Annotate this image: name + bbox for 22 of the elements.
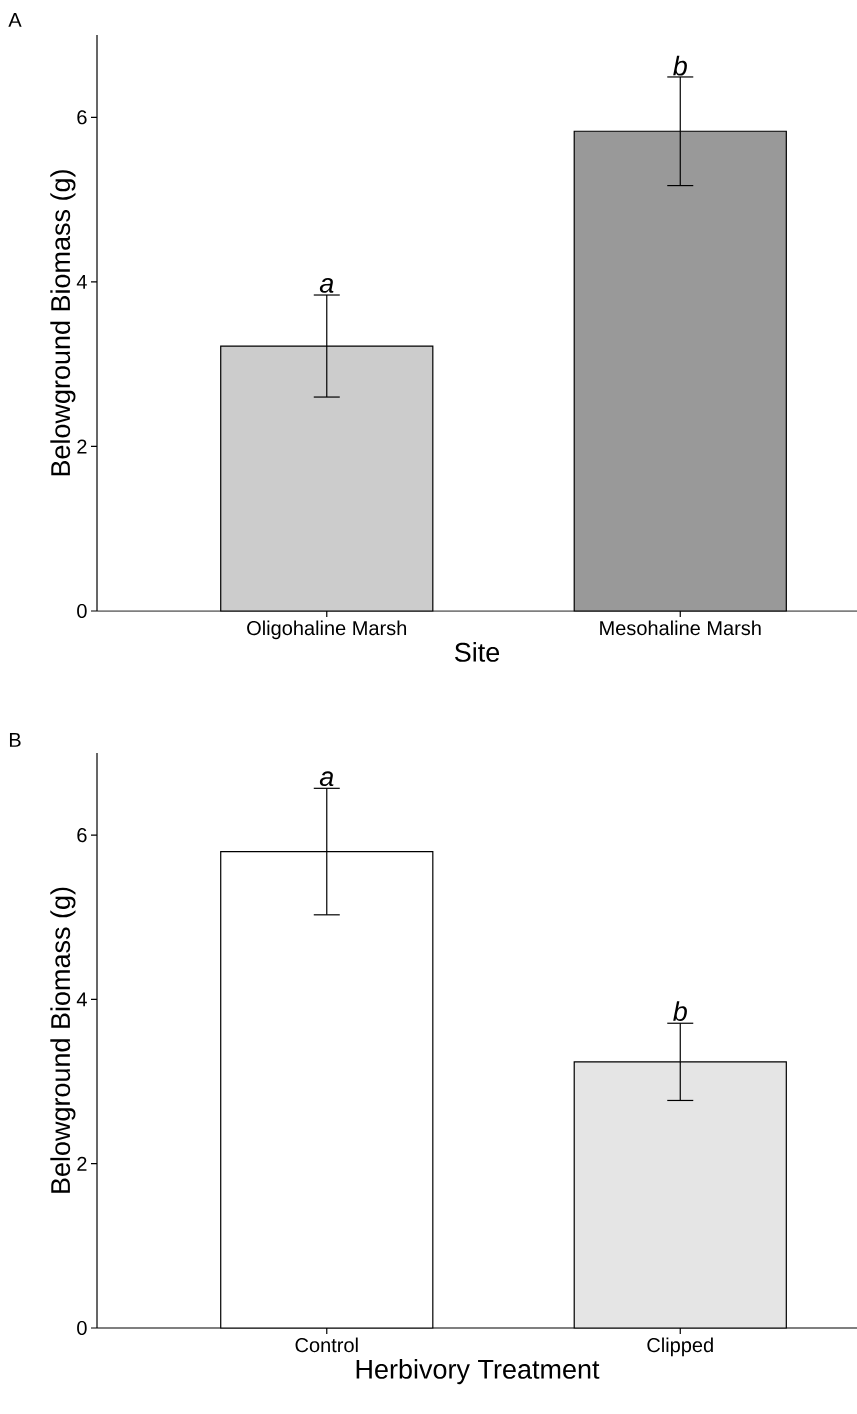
annotation: b (673, 1001, 687, 1022)
x-axis-title: Herbivory Treatment (356, 1359, 600, 1385)
annotation: a (319, 771, 334, 787)
y-tick-label: 6 (77, 828, 87, 843)
annotation: a (319, 278, 334, 293)
y-tick-label: 4 (76, 992, 87, 1007)
x-tick-label: Oligohaline Marsh (247, 620, 407, 640)
x-axis-title: Site (454, 642, 500, 662)
x-tick-label: Clipped (647, 1337, 713, 1357)
y-axis-title: Belowground Biomass (g) (50, 170, 76, 476)
x-tick-label: Mesohaline Marsh (600, 620, 761, 636)
y-tick-label: 0 (77, 1320, 87, 1336)
y-tick-label: 4 (76, 274, 87, 289)
y-tick-label: 6 (77, 110, 87, 125)
chart-title: B (9, 733, 21, 747)
x-tick-label: Control (295, 1337, 358, 1353)
y-tick-label: 2 (77, 1156, 87, 1171)
y-tick-label: 2 (77, 439, 87, 454)
chart-title: A (8, 13, 22, 27)
y-tick-label: 0 (77, 603, 87, 619)
annotation: b (673, 55, 687, 76)
y-axis-title: Belowground Biomass (g) (50, 887, 76, 1193)
